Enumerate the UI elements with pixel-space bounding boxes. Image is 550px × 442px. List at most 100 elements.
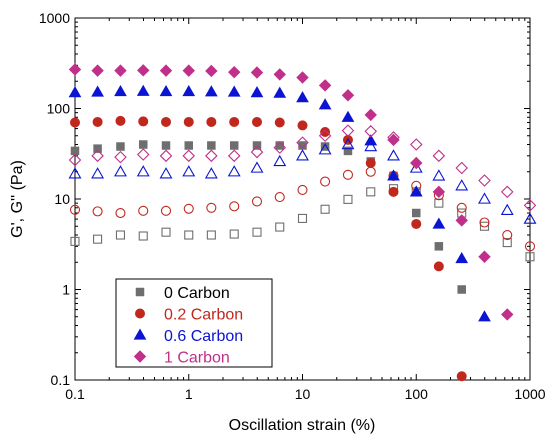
g-double-prime-point [138, 205, 149, 216]
g-prime-point [250, 66, 264, 79]
axis-ticks [74, 17, 531, 381]
g-prime-point [297, 120, 308, 131]
g-prime-point [251, 116, 262, 127]
g-double-prime-point [479, 217, 490, 228]
g-double-prime-point [524, 241, 536, 252]
legend: 0 Carbon 0.2 Carbon 0.6 Carbon 1 Carbon [115, 278, 273, 368]
g-double-prime-point [161, 227, 171, 237]
g-double-prime-point [523, 199, 537, 212]
g-prime-point [432, 185, 446, 199]
g-prime-point [250, 86, 264, 98]
legend-label: 1 Carbon [164, 350, 230, 367]
g-double-prime-point [205, 149, 218, 163]
g-prime-point [318, 79, 332, 92]
g-double-prime-point [320, 176, 331, 187]
g-double-prime-point [138, 231, 148, 241]
g-double-prime-point [343, 194, 353, 204]
g-prime-point [365, 157, 376, 168]
g-double-prime-point [273, 154, 287, 167]
g-prime-point [410, 156, 423, 170]
g-double-prime-point [68, 167, 82, 179]
g-prime-point [182, 64, 195, 77]
g-prime-point [116, 142, 125, 151]
g-prime-point [68, 63, 82, 76]
x-tick-label: 1 [185, 386, 193, 402]
g-prime-point [364, 108, 377, 122]
g-double-prime-point [523, 212, 537, 224]
legend-marker [135, 287, 145, 297]
g-double-prime-point [250, 161, 264, 173]
g-double-prime-point [387, 149, 400, 161]
g-double-prime-point [273, 141, 287, 154]
g-prime-point [341, 89, 355, 102]
legend-marker [133, 350, 147, 363]
g-double-prime-point [70, 236, 80, 246]
g-prime-point [364, 134, 378, 146]
g-prime-point [204, 85, 218, 97]
g-prime-point [274, 117, 285, 128]
y-axis-title: G', G'' (Pa) [9, 160, 26, 238]
g-double-prime-point [91, 149, 104, 163]
g-prime-point [93, 144, 102, 153]
g-prime-point [70, 117, 80, 128]
g-double-prime-point [502, 238, 512, 248]
g-double-prime-point [92, 206, 103, 217]
g-double-prime-point [409, 138, 423, 151]
g-prime-point [68, 86, 82, 98]
y-tick-label: 0.1 [51, 372, 71, 388]
g-double-prime-point [229, 201, 240, 212]
g-prime-point [137, 64, 150, 77]
g-double-prime-point [160, 205, 172, 216]
g-double-prime-point [275, 222, 285, 232]
g-prime-point [182, 85, 196, 97]
g-prime-point [70, 146, 80, 156]
g-double-prime-point [297, 184, 308, 195]
x-axis-title: Oscillation strain (%) [229, 417, 376, 434]
g-prime-point [273, 86, 287, 98]
g-prime-point [138, 140, 148, 149]
legend-marker [133, 328, 147, 340]
g-double-prime-point [500, 203, 514, 215]
g-prime-point [184, 141, 193, 150]
g-prime-point [434, 242, 444, 251]
g-double-prime-point [365, 166, 376, 177]
g-prime-point [501, 308, 514, 321]
g-prime-point [320, 126, 331, 137]
axis-tick-labels: 0.1 1 10 100 1000 0.1 1 10 100 1000 [39, 10, 546, 402]
legend-item: 0 Carbon [135, 285, 230, 302]
g-double-prime-point [93, 234, 103, 244]
g-double-prime-point [296, 136, 309, 149]
g-double-prime-point [114, 165, 127, 177]
data-marks [68, 63, 537, 382]
g-double-prime-point [432, 149, 446, 163]
g-prime-point [91, 85, 104, 97]
g-prime-point [252, 141, 262, 150]
g-double-prime-point [434, 198, 444, 208]
g-prime-point [229, 141, 239, 150]
g-prime-point [412, 208, 421, 218]
series-1-carbon [68, 63, 537, 321]
g-prime-point [409, 185, 423, 197]
g-prime-point [478, 310, 491, 322]
g-double-prime-point [250, 145, 264, 159]
legend-label: 0.2 Carbon [164, 307, 243, 324]
g-double-prime-point [182, 165, 196, 177]
g-double-prime-point [159, 167, 173, 179]
x-tick-label: 0.1 [65, 386, 85, 402]
g-double-prime-point [251, 196, 263, 207]
g-prime-point [114, 64, 127, 77]
g-prime-point [432, 217, 446, 229]
g-prime-point [205, 64, 218, 78]
x-tick-label: 100 [405, 386, 429, 402]
g-double-prime-point [227, 165, 241, 177]
g-double-prime-point [252, 227, 262, 237]
g-double-prime-point [183, 203, 194, 214]
g-double-prime-point [455, 179, 469, 191]
g-double-prime-point [502, 229, 513, 241]
g-prime-point [387, 133, 400, 147]
g-double-prime-point [69, 204, 81, 215]
g-prime-point [433, 261, 444, 272]
g-double-prime-point [204, 167, 218, 179]
legend-marker [135, 308, 145, 319]
g-prime-point [114, 85, 127, 97]
